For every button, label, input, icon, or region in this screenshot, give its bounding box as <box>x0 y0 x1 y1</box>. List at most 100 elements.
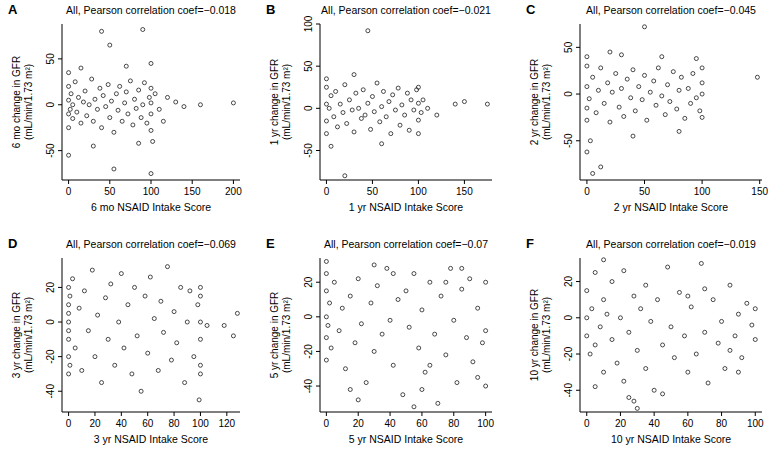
point <box>585 316 589 320</box>
point <box>610 90 614 94</box>
y-label: 5 yr change in GFR <box>269 292 280 379</box>
point <box>67 320 71 324</box>
panel: 050100150-50050CAll, Pearson correlation… <box>526 2 768 213</box>
point <box>161 119 165 123</box>
y-tick <box>576 390 580 391</box>
point <box>462 100 466 104</box>
x-tick <box>68 180 69 184</box>
x-label: 6 mo NSAID Intake Score <box>91 201 211 213</box>
point <box>141 103 145 107</box>
point <box>157 107 161 111</box>
x-tick-label: 150 <box>184 186 201 197</box>
x-tick-label: 80 <box>169 418 181 429</box>
point <box>698 109 702 113</box>
point <box>416 85 420 89</box>
y-tick <box>58 104 62 105</box>
point <box>602 101 606 105</box>
point <box>384 115 388 119</box>
y-label: (mL/min/1.73 m²) <box>281 297 292 373</box>
point <box>485 102 489 106</box>
panel-label: F <box>526 236 534 251</box>
point <box>661 392 665 396</box>
point <box>93 355 97 359</box>
point <box>635 348 639 352</box>
point <box>369 127 373 131</box>
point <box>141 28 145 32</box>
y-tick-label: 0 <box>45 319 56 325</box>
point <box>359 116 363 120</box>
point <box>700 115 704 119</box>
point <box>98 86 102 90</box>
point <box>192 355 196 359</box>
point <box>605 312 609 316</box>
point <box>67 153 71 157</box>
x-tick-label: 80 <box>716 418 728 429</box>
point <box>656 298 660 302</box>
point <box>455 381 459 385</box>
point <box>135 334 139 338</box>
panel-label: A <box>8 2 18 17</box>
point <box>67 285 71 289</box>
point <box>73 80 77 84</box>
y-tick <box>316 282 320 283</box>
x-tick <box>644 180 645 184</box>
point <box>324 358 328 362</box>
point <box>703 330 707 334</box>
point <box>332 280 336 284</box>
point <box>585 106 589 110</box>
point <box>740 356 744 360</box>
y-tick <box>316 351 320 352</box>
x-tick <box>390 412 391 416</box>
point <box>198 294 202 298</box>
y-tick-label: 20 <box>303 276 314 288</box>
x-tick-label: 40 <box>116 418 128 429</box>
y-tick-label: 20 <box>563 276 574 288</box>
point <box>419 111 423 115</box>
point <box>405 91 409 95</box>
point <box>686 86 690 90</box>
point <box>677 129 681 133</box>
point <box>338 102 342 106</box>
point <box>131 123 135 127</box>
point <box>370 95 374 99</box>
point <box>137 88 141 92</box>
point <box>449 266 453 270</box>
y-tick-label: -20 <box>45 349 56 364</box>
x-tick <box>453 412 454 416</box>
point <box>348 294 352 298</box>
point <box>444 280 448 284</box>
point <box>352 130 356 134</box>
y-tick <box>576 94 580 95</box>
point <box>231 334 235 338</box>
point <box>661 343 665 347</box>
x-label: 5 yr NSAID Intake Score <box>349 433 464 445</box>
point <box>95 107 99 111</box>
point <box>700 92 704 96</box>
point <box>637 85 641 89</box>
point <box>484 280 488 284</box>
point <box>412 405 416 409</box>
x-tick-label: 100 <box>143 186 160 197</box>
point <box>460 287 464 291</box>
x-tick-label: 100 <box>694 186 711 197</box>
x-tick <box>326 412 327 416</box>
point <box>231 101 235 105</box>
x-tick <box>233 180 234 184</box>
x-tick-label: 0 <box>324 186 330 197</box>
point <box>753 307 757 311</box>
point <box>375 284 379 288</box>
point <box>324 119 328 123</box>
x-tick-label: 40 <box>385 418 397 429</box>
point <box>639 307 643 311</box>
point <box>480 341 484 345</box>
point <box>343 174 347 178</box>
point <box>356 277 360 281</box>
point <box>380 332 384 336</box>
point <box>677 290 681 294</box>
point <box>329 144 333 148</box>
point <box>666 83 670 87</box>
point <box>444 353 448 357</box>
point <box>124 90 128 94</box>
panel: 020406080100-40-20020FAll, Pearson corre… <box>526 236 764 445</box>
y-tick-label: 50 <box>303 60 314 72</box>
